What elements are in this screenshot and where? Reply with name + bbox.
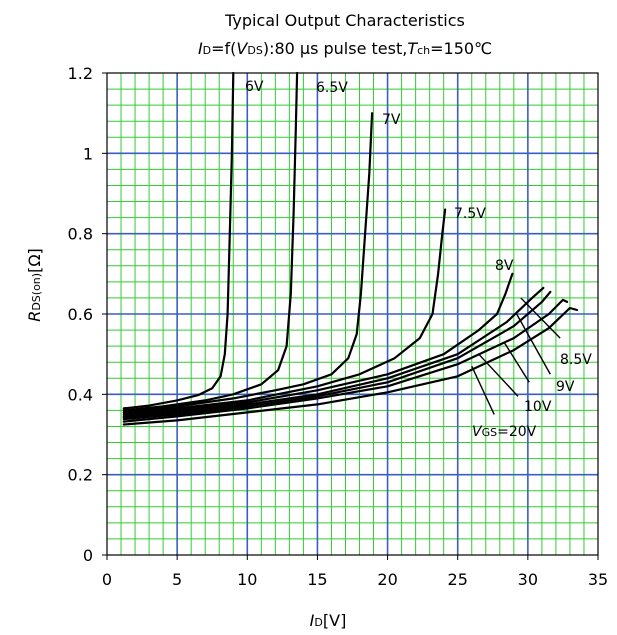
- subtitle-tch-value: =150℃: [430, 39, 492, 58]
- leader-10v-b: [478, 353, 519, 397]
- chart-title: Typical Output Characteristics: [224, 11, 465, 30]
- leader-10v: [503, 341, 530, 383]
- subtitle-conditions: ):80 µs pulse test,: [263, 39, 408, 58]
- subtitle-vds-sub: DS: [247, 44, 262, 57]
- axis-ticks: 0 5 10 15 20 25 30 35 0 0.2 0.4 0.6 0.8 1 1.2: [68, 64, 609, 589]
- label-8v: 8V: [495, 258, 514, 274]
- curve-8v: [122, 272, 514, 418]
- y-tick-label: 1.2: [68, 64, 93, 83]
- subtitle-tch-sub: ch: [417, 44, 430, 57]
- x-axis-label: ID[V]: [310, 611, 347, 630]
- curve-10v: [122, 298, 569, 423]
- subtitle-mid: =f(: [211, 39, 236, 58]
- x-tick-label: 25: [448, 570, 468, 589]
- label-9v: 9V: [556, 379, 575, 395]
- x-tick-label: 0: [102, 570, 112, 589]
- y-tick-label: 0: [83, 546, 93, 565]
- subtitle-vds-symbol: V: [236, 39, 248, 58]
- leader-9v: [516, 313, 551, 375]
- y-axis-sub: DS(on): [30, 273, 43, 311]
- x-axis-sub: D: [314, 616, 322, 629]
- curve-6v: [122, 71, 235, 410]
- y-tick-label: 1: [83, 144, 93, 163]
- y-axis-unit: [Ω]: [25, 248, 44, 273]
- x-tick-label: 30: [518, 570, 538, 589]
- vgs-value: =20V: [497, 424, 537, 440]
- subtitle-id-sub: D: [203, 44, 211, 57]
- curves: [122, 71, 579, 426]
- label-6-5v: 6.5V: [316, 80, 348, 96]
- label-vgs-20v: VGS=20V: [472, 424, 537, 440]
- curve-7-5v: [122, 208, 447, 416]
- y-axis-symbol: R: [25, 311, 44, 322]
- x-axis-unit: [V]: [323, 611, 346, 630]
- leader-vgs-20v: [471, 365, 495, 415]
- curve-vgs-20v: [122, 306, 579, 426]
- subtitle-id-symbol: I: [198, 39, 203, 58]
- y-tick-label: 0.8: [68, 225, 93, 244]
- x-tick-label: 10: [237, 570, 257, 589]
- x-tick-label: 15: [307, 570, 327, 589]
- y-tick-label: 0.4: [68, 385, 93, 404]
- curve-7v: [122, 112, 374, 414]
- leader-8-5v: [520, 297, 561, 339]
- label-8-5v: 8.5V: [560, 352, 592, 368]
- x-axis-symbol: I: [310, 611, 315, 630]
- y-tick-label: 0.6: [68, 305, 93, 324]
- x-tick-label: 35: [588, 570, 608, 589]
- y-tick-label: 0.2: [68, 466, 93, 485]
- label-7v: 7V: [382, 112, 401, 128]
- x-tick-label: 5: [172, 570, 182, 589]
- y-axis-label: RDS(on)[Ω]: [25, 248, 44, 322]
- label-leader-lines: [471, 297, 561, 415]
- label-6v: 6V: [245, 79, 264, 95]
- curve-8-5v: [122, 286, 545, 419]
- vgs-sub: GS: [482, 426, 498, 439]
- x-tick-label: 20: [377, 570, 397, 589]
- label-10v: 10V: [524, 399, 552, 415]
- curve-6-5v: [122, 71, 299, 412]
- label-7-5v: 7.5V: [454, 206, 486, 222]
- subtitle-tch-symbol: T: [407, 39, 418, 58]
- major-grid: [107, 73, 598, 555]
- chart-subtitle: ID=f(VDS):80 µs pulse test,Tch=150℃: [198, 39, 492, 58]
- vgs-symbol: V: [472, 424, 483, 440]
